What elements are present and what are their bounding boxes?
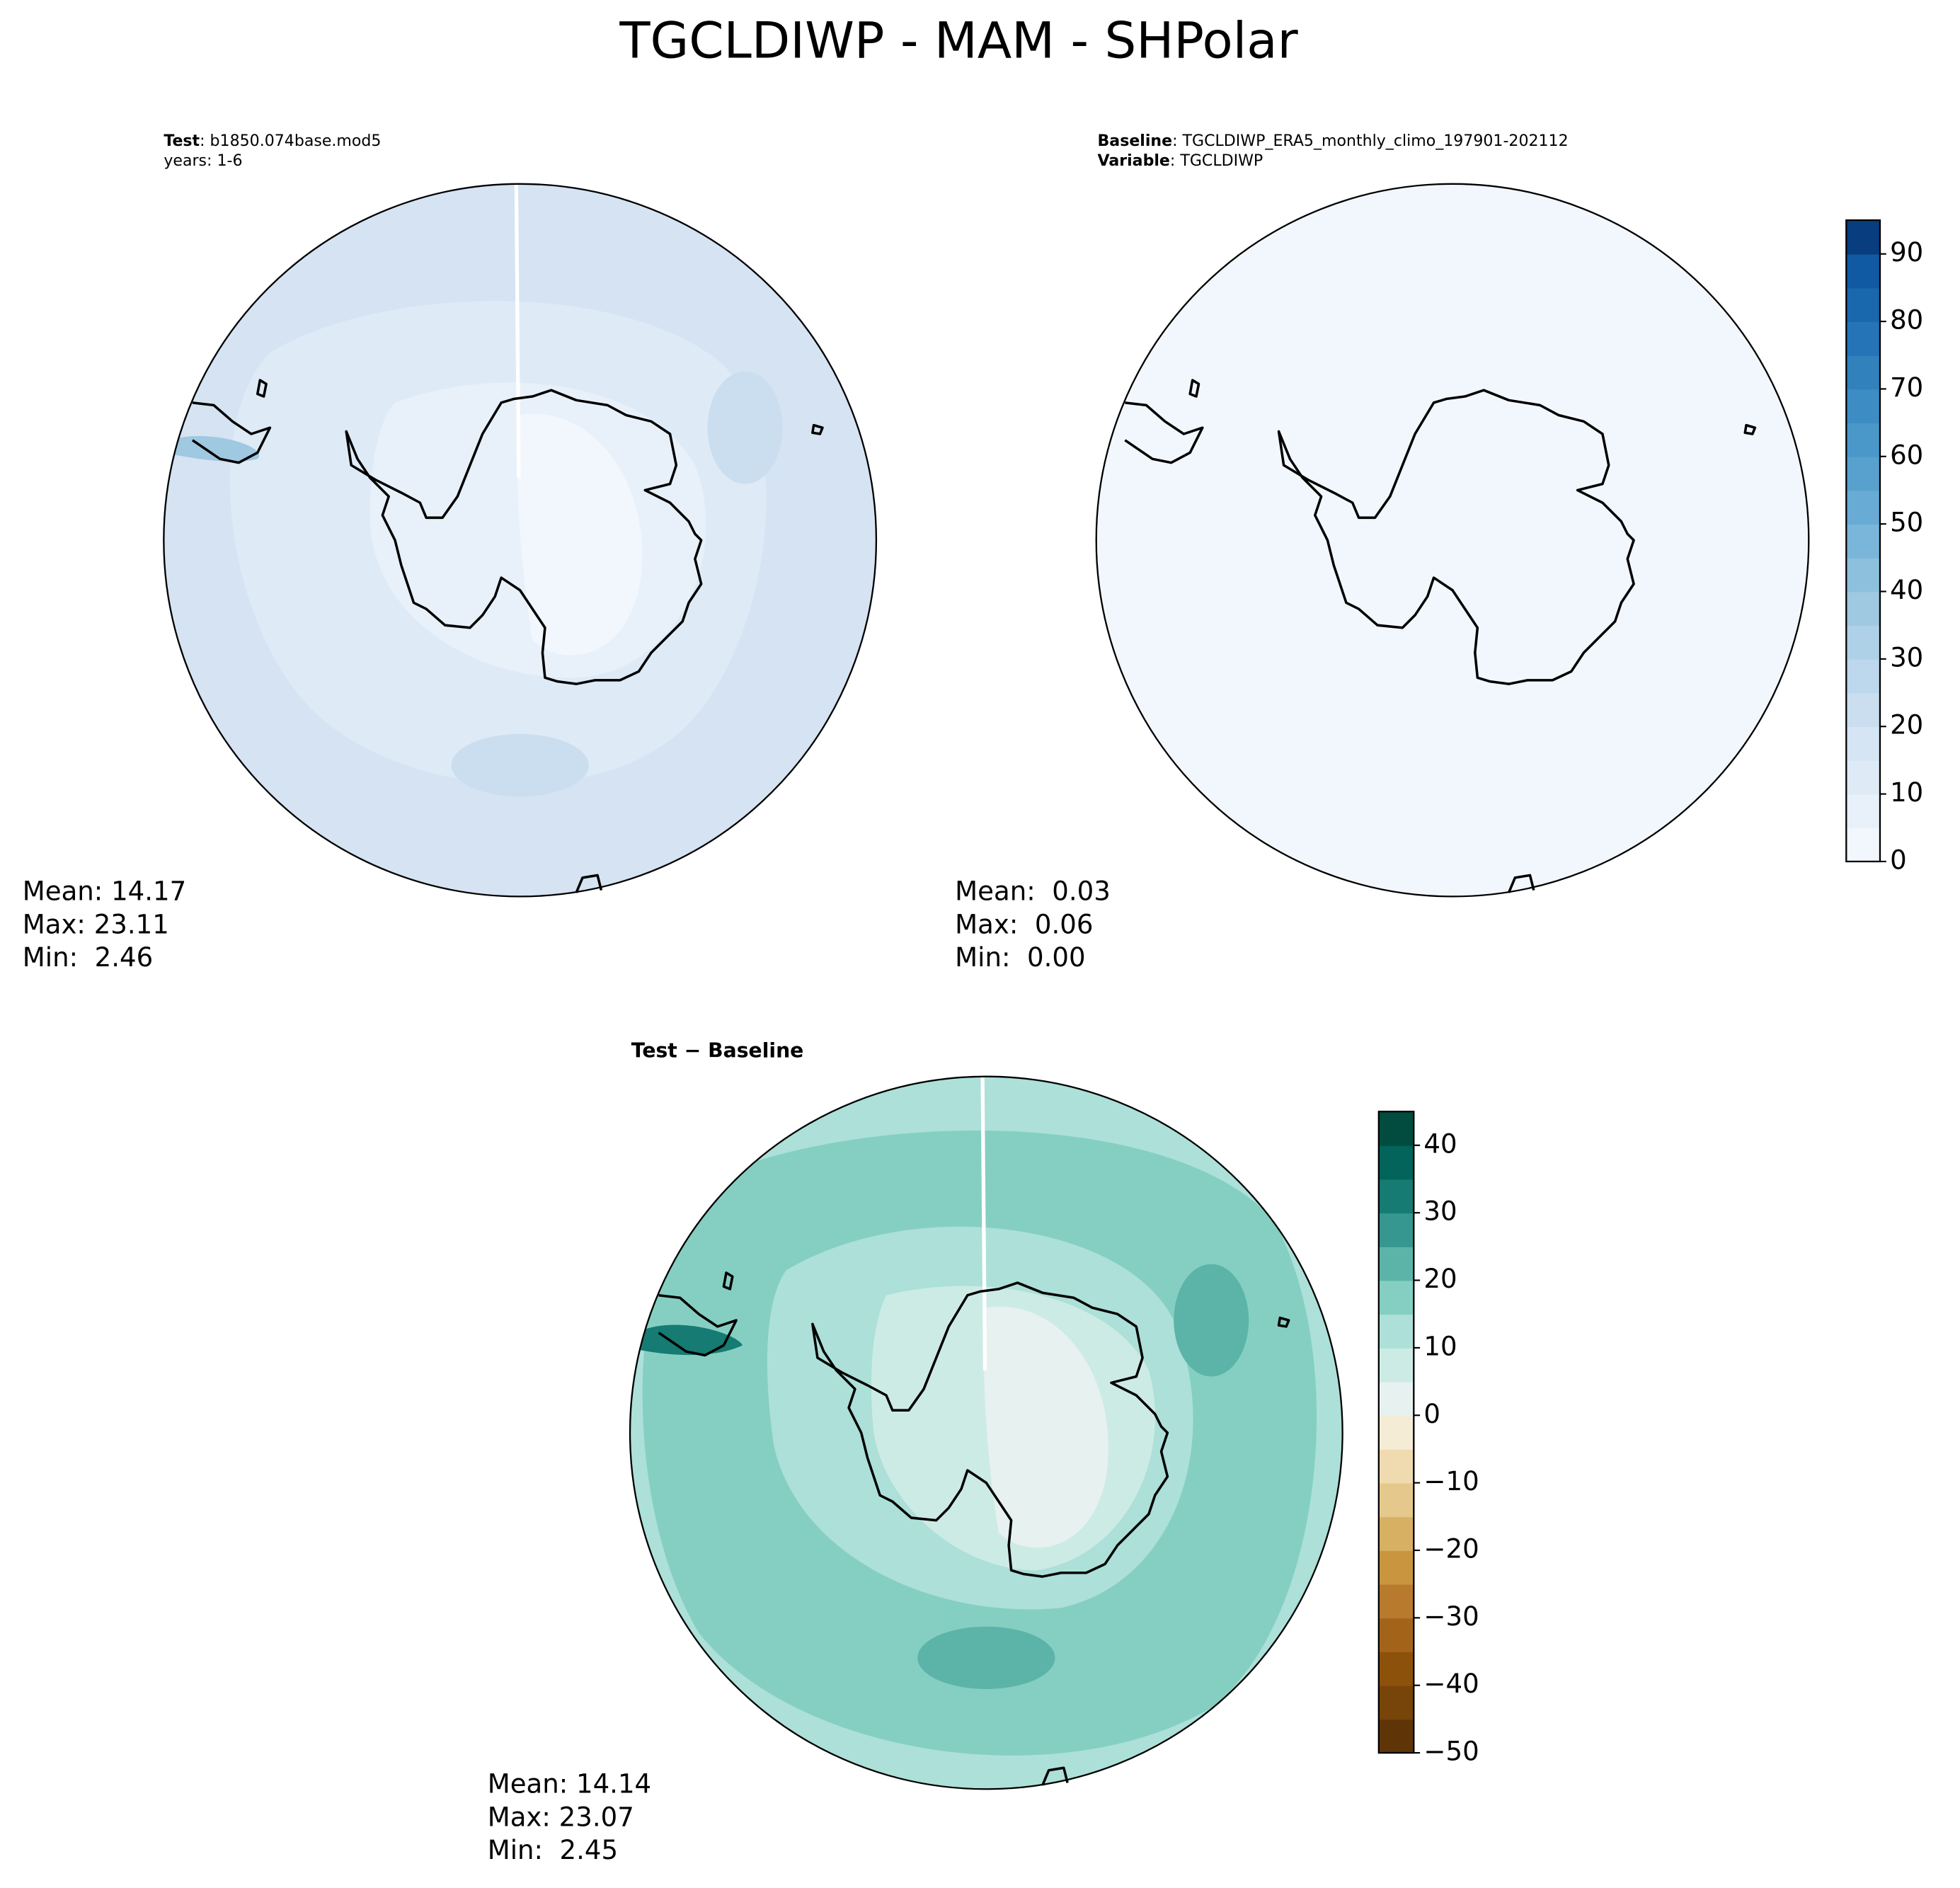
- colorbar-band: [1846, 794, 1880, 829]
- colorbar-band: [1378, 1550, 1414, 1585]
- stat-label: Mean: 14.17: [23, 876, 186, 907]
- colorbar-tick-label: 50: [1890, 508, 1923, 538]
- colorbar-band: [1846, 389, 1880, 423]
- stat-label: Max: 23.07: [488, 1802, 634, 1832]
- colorbar-band: [1378, 1314, 1414, 1349]
- colorbar-tick-label: 70: [1890, 372, 1923, 403]
- colorbar-band: [1378, 1179, 1414, 1214]
- colorbar-frame: [1377, 1110, 1415, 1754]
- panel-header: years: 1-6: [164, 152, 242, 170]
- stat-label: Min: 0.00: [955, 942, 1085, 973]
- colorbar-band: [1846, 456, 1880, 491]
- colorbar-band: [1846, 490, 1880, 525]
- panel-header: Baseline: TGCLDIWP_ERA5_monthly_climo_19…: [1097, 132, 1568, 150]
- colorbar-tick-label: 30: [1423, 1196, 1457, 1227]
- colorbar-tick-label: 60: [1890, 440, 1923, 470]
- colorbar-band: [1378, 1618, 1414, 1652]
- header-part: : TGCLDIWP: [1170, 152, 1263, 170]
- colorbar-tick-label: 80: [1890, 305, 1923, 336]
- stat-label: Mean: 0.03: [955, 876, 1111, 907]
- colorbar-tick-label: −10: [1423, 1466, 1479, 1497]
- panel-header: Variable: TGCLDIWP: [1097, 152, 1263, 170]
- colorbar-band: [1846, 287, 1880, 322]
- colorbar-band: [1846, 557, 1880, 593]
- colorbar-band: [1846, 828, 1880, 862]
- stat-label: Max: 0.06: [955, 909, 1093, 939]
- colorbar-tick-label: 10: [1890, 777, 1923, 808]
- stat-label: Min: 2.46: [23, 942, 153, 973]
- header-part: Baseline: [1097, 132, 1172, 150]
- colorbar-band: [1378, 1145, 1414, 1180]
- colorbar-tick-label: 40: [1890, 575, 1923, 605]
- colorbar-tick-label: 0: [1890, 845, 1907, 875]
- colorbar-band: [1378, 1381, 1414, 1417]
- colorbar-band: [1846, 625, 1880, 660]
- header-part: Test − Baseline: [631, 1039, 804, 1062]
- colorbar-band: [1378, 1482, 1414, 1518]
- header-part: Variable: [1097, 152, 1169, 170]
- colorbar-tick-label: −20: [1423, 1533, 1479, 1564]
- panel-header: Test − Baseline: [631, 1039, 804, 1062]
- colorbar-tick-label: −40: [1423, 1669, 1479, 1699]
- colorbar-band: [1378, 1111, 1414, 1146]
- panel-header: Test: b1850.074base.mod5: [164, 132, 381, 150]
- colorbar-band: [1378, 1347, 1414, 1383]
- colorbar-frame: [1845, 219, 1881, 863]
- colorbar-band: [1846, 253, 1880, 289]
- stat-label: Max: 23.11: [23, 909, 169, 939]
- header-part: : b1850.074base.mod5: [200, 132, 381, 150]
- colorbar-band: [1378, 1584, 1414, 1619]
- colorbar-band: [1378, 1685, 1414, 1720]
- colorbar-tick-label: 0: [1423, 1399, 1440, 1429]
- colorbar-band: [1378, 1652, 1414, 1686]
- header-part: Test: [164, 132, 200, 150]
- colorbar-tick-label: −50: [1423, 1737, 1479, 1767]
- colorbar-band: [1378, 1415, 1414, 1450]
- colorbar-tick-label: 30: [1890, 642, 1923, 673]
- colorbar-tick-label: −30: [1423, 1601, 1479, 1632]
- colorbar-band: [1846, 321, 1880, 356]
- colorbar-band: [1378, 1516, 1414, 1551]
- colorbar-band: [1378, 1280, 1414, 1315]
- colorbar-band: [1846, 591, 1880, 627]
- colorbar-tick-label: 10: [1423, 1331, 1457, 1361]
- colorbar-tick-label: 20: [1890, 710, 1923, 740]
- header-part: : TGCLDIWP_ERA5_monthly_climo_197901-202…: [1172, 132, 1569, 150]
- map-baseline: [1095, 183, 1810, 898]
- colorbar-band: [1846, 220, 1880, 255]
- colorbar-band: [1378, 1246, 1414, 1281]
- figure-title: TGCLDIWP - MAM - SHPolar: [619, 11, 1298, 70]
- colorbar-tick-label: 20: [1423, 1264, 1457, 1294]
- colorbar-band: [1846, 355, 1880, 390]
- colorbar-band: [1846, 726, 1880, 761]
- colorbar-tick-label: 90: [1890, 237, 1923, 268]
- colorbar-band: [1378, 1448, 1414, 1484]
- header-part: years: 1-6: [164, 152, 242, 170]
- colorbar-band: [1378, 1719, 1414, 1753]
- colorbar-tick-label: 40: [1423, 1128, 1457, 1159]
- map-test: [163, 183, 878, 898]
- stat-label: Mean: 14.14: [488, 1768, 651, 1799]
- colorbar-band: [1846, 423, 1880, 457]
- map-difference: [629, 1075, 1343, 1790]
- colorbar-band: [1846, 524, 1880, 559]
- colorbar-band: [1846, 692, 1880, 728]
- colorbar-band: [1378, 1213, 1414, 1247]
- colorbar-band: [1846, 760, 1880, 795]
- colorbar-band: [1846, 658, 1880, 694]
- stat-label: Min: 2.45: [488, 1835, 618, 1865]
